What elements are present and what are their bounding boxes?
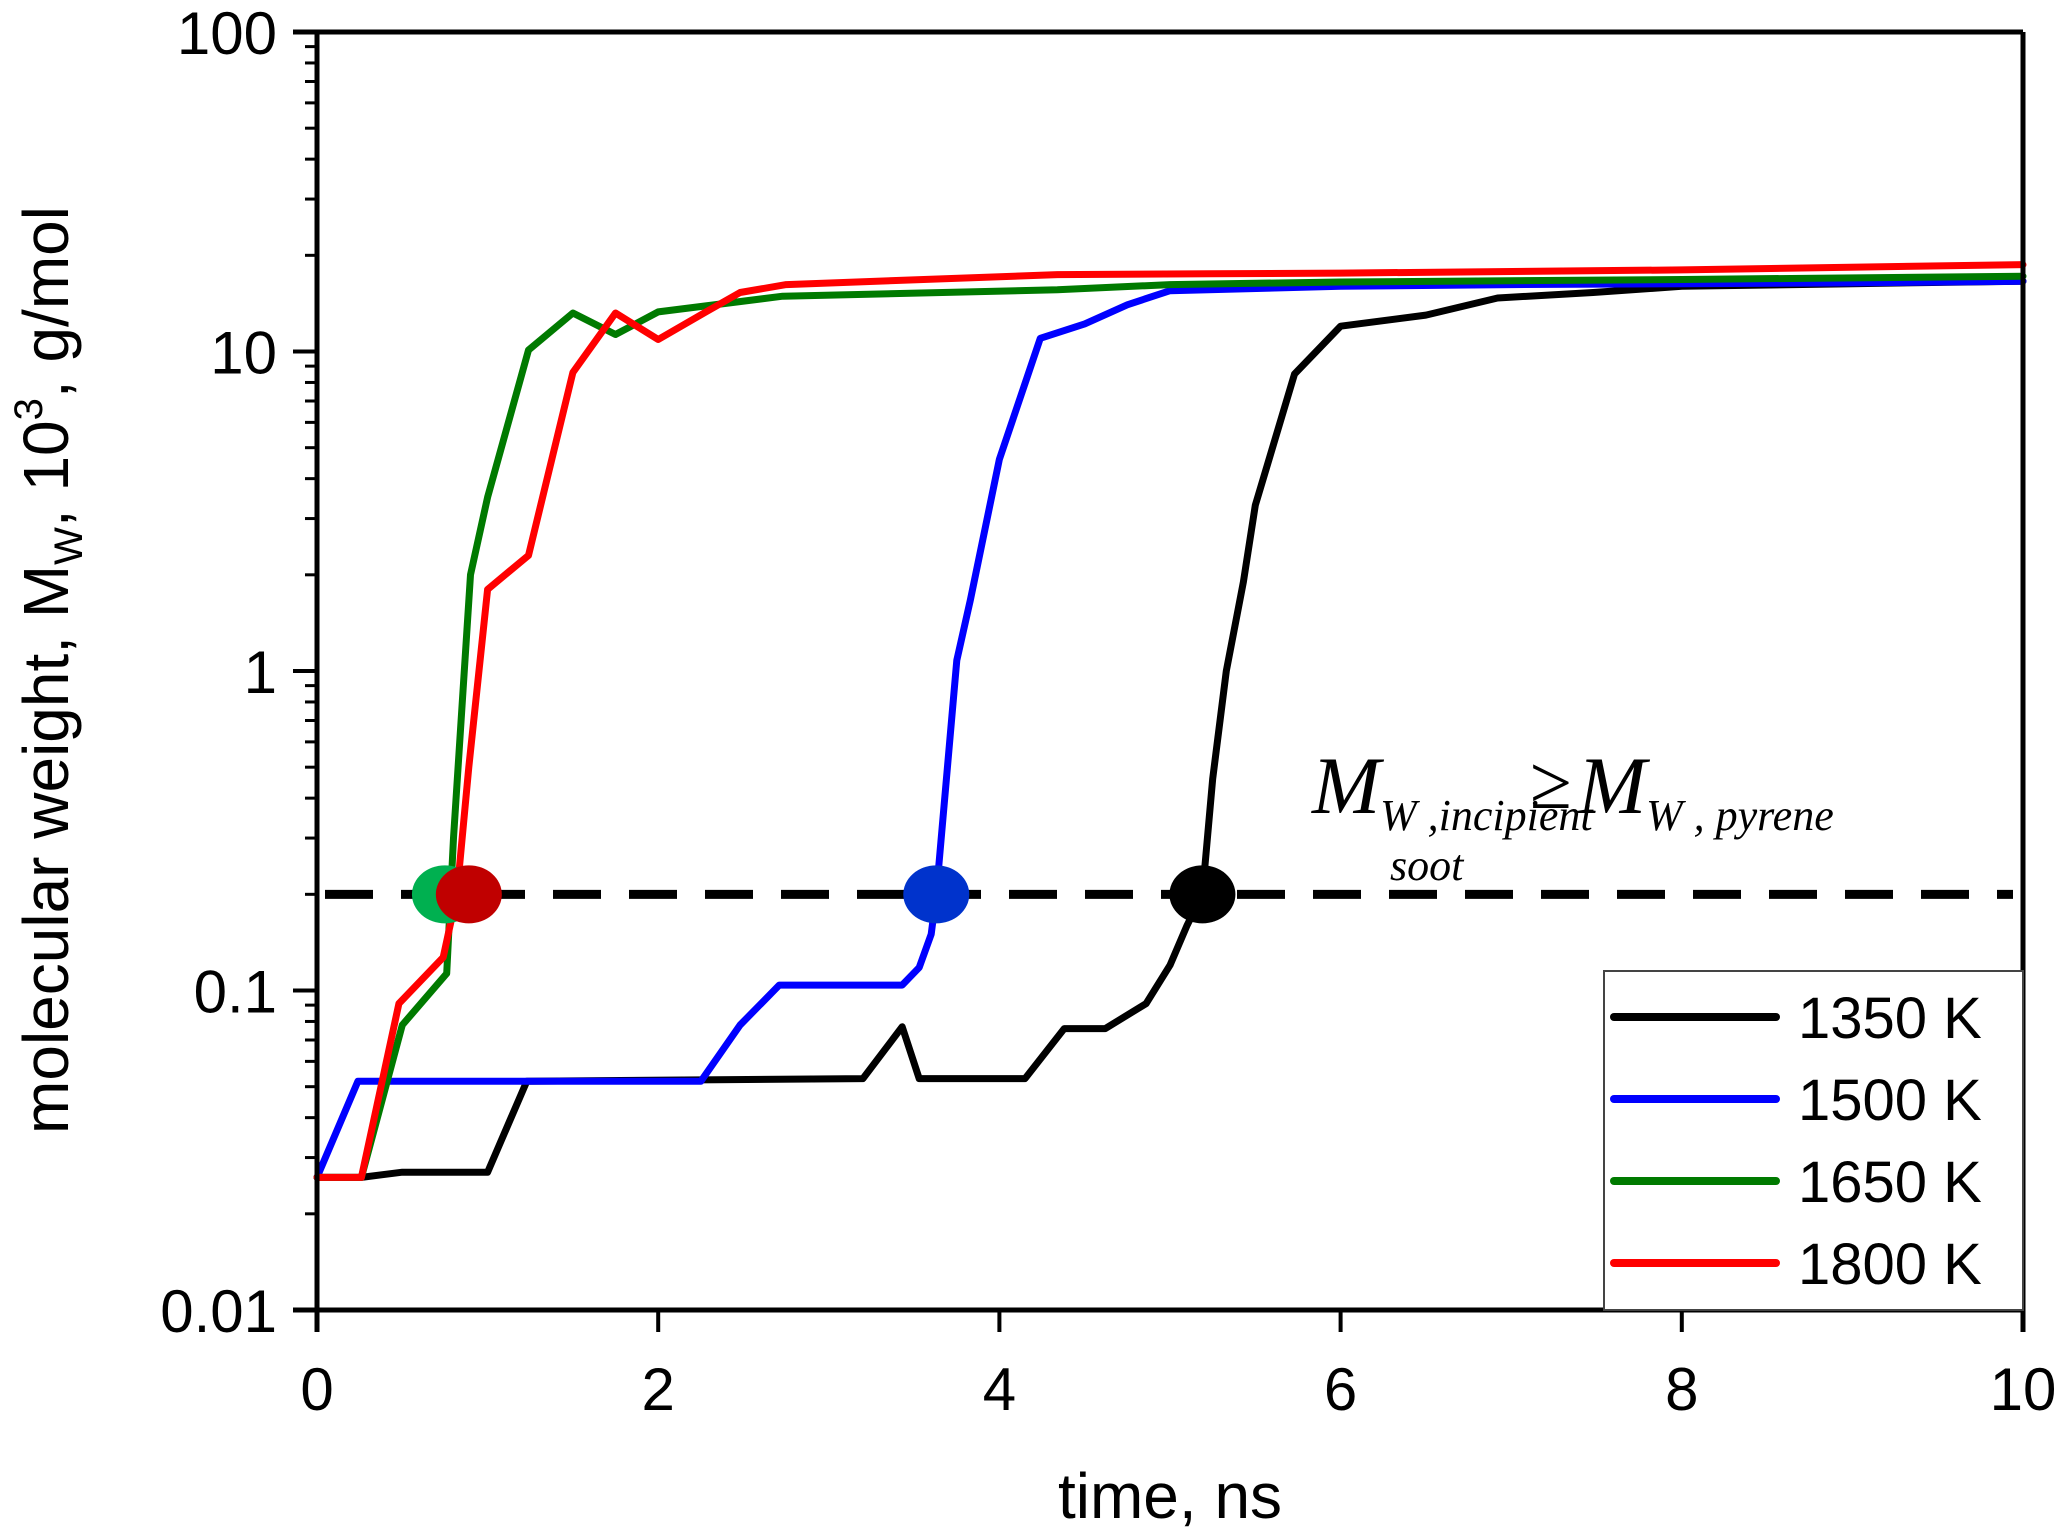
annotation-rhs: M — [1577, 740, 1651, 831]
y-axis-title: molecular weight, MW, 103, g/mol — [7, 206, 91, 1134]
y-axis-title-sup: 3 — [7, 398, 51, 420]
threshold-annotation: M W ,incipient soot ≥ M W , pyrene — [1311, 740, 1834, 890]
y-axis-title-sub: W — [47, 527, 91, 565]
legend: 1350 K 1500 K 1650 K 1800 K — [1603, 970, 2024, 1311]
x-tick-label: 8 — [1665, 1356, 1698, 1423]
x-tick-label: 4 — [983, 1356, 1016, 1423]
annotation-lhs-sub: W ,incipient — [1380, 791, 1594, 840]
series-layer — [313, 261, 2027, 1181]
annotation-lhs: M — [1311, 740, 1385, 831]
series-line-1650-k — [313, 272, 2027, 1181]
annotation-lhs-sub2: soot — [1390, 841, 1465, 890]
legend-box — [1603, 970, 2024, 1311]
legend-label: 1350 K — [1798, 986, 1982, 1051]
x-tick-label: 10 — [1990, 1356, 2057, 1423]
marker-layer — [411, 865, 1236, 924]
y-tick-label: 0.1 — [194, 959, 277, 1026]
y-tick-label: 10 — [210, 320, 277, 387]
annotation-operator: ≥ — [1530, 741, 1572, 825]
tick-layer: 0 2 4 6 8 10 0.01 0.1 1 10 100 — [160, 0, 2056, 1423]
x-axis-title: time, ns — [1058, 1460, 1282, 1532]
x-tick-label: 6 — [1324, 1356, 1357, 1423]
threshold-crossing-marker-1500-k — [903, 865, 970, 924]
legend-label: 1650 K — [1798, 1150, 1982, 1215]
x-tick-label: 0 — [300, 1356, 333, 1423]
legend-label: 1500 K — [1798, 1068, 1982, 1133]
annotation-rhs-sub: W , pyrene — [1646, 791, 1834, 840]
y-tick-label: 1 — [244, 639, 277, 706]
series-line-1500-k — [313, 277, 2027, 1181]
y-tick-label: 0.01 — [160, 1278, 277, 1345]
x-tick-label: 2 — [642, 1356, 675, 1423]
y-axis-title-prefix: molecular weight, M — [10, 565, 82, 1134]
series-line-1800-k — [313, 261, 2027, 1181]
legend-label: 1800 K — [1798, 1232, 1982, 1297]
legend-entries: 1350 K 1500 K 1650 K 1800 K — [1610, 986, 1982, 1297]
threshold-crossing-marker-1800-k — [435, 865, 502, 924]
y-tick-label: 100 — [177, 0, 277, 67]
threshold-crossing-marker-1350-k — [1169, 865, 1236, 924]
y-axis-title-middle: , 10 — [10, 420, 82, 527]
y-axis-title-suffix: , g/mol — [10, 206, 82, 398]
